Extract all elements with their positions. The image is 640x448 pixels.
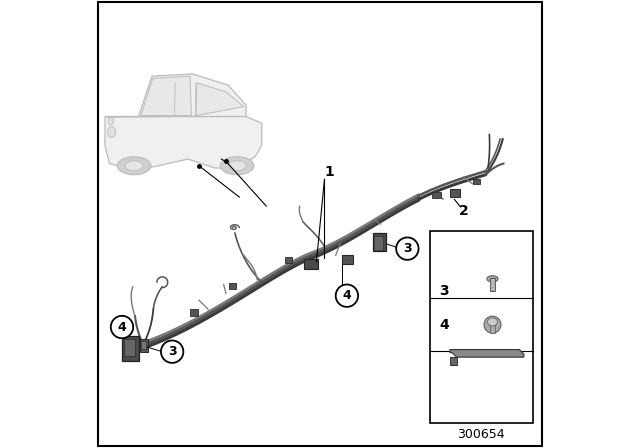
Bar <box>342 255 353 264</box>
Ellipse shape <box>108 127 116 138</box>
Text: 4: 4 <box>342 289 351 302</box>
Text: 1: 1 <box>324 165 334 180</box>
Text: 4: 4 <box>439 318 449 332</box>
Bar <box>124 339 136 356</box>
Bar <box>189 309 198 316</box>
Bar <box>433 192 440 198</box>
Circle shape <box>111 316 133 338</box>
Ellipse shape <box>220 157 254 175</box>
Ellipse shape <box>108 117 113 125</box>
Bar <box>141 341 146 349</box>
Bar <box>229 283 236 289</box>
Circle shape <box>161 340 184 363</box>
Bar <box>373 233 387 251</box>
Bar <box>374 236 383 250</box>
Ellipse shape <box>488 318 497 326</box>
Bar <box>490 325 495 333</box>
Ellipse shape <box>228 161 246 171</box>
Bar <box>305 259 318 269</box>
Text: 3: 3 <box>439 284 449 298</box>
Text: 3: 3 <box>403 242 412 255</box>
Bar <box>490 278 495 291</box>
Bar <box>122 336 139 361</box>
Polygon shape <box>450 357 457 365</box>
Circle shape <box>396 237 419 260</box>
Text: 2: 2 <box>458 203 468 218</box>
Bar <box>285 257 292 263</box>
Bar <box>430 231 532 423</box>
Bar <box>473 178 481 185</box>
Polygon shape <box>141 76 191 116</box>
Text: 300654: 300654 <box>458 428 505 441</box>
Ellipse shape <box>487 276 498 282</box>
Circle shape <box>336 284 358 307</box>
Polygon shape <box>105 116 262 170</box>
Text: 4: 4 <box>118 320 126 334</box>
Polygon shape <box>450 349 524 357</box>
Bar <box>450 189 460 197</box>
Ellipse shape <box>484 316 501 333</box>
Ellipse shape <box>125 161 143 171</box>
Ellipse shape <box>117 157 151 175</box>
Polygon shape <box>196 83 244 116</box>
Bar <box>140 339 148 352</box>
Polygon shape <box>139 74 246 116</box>
Text: 3: 3 <box>168 345 177 358</box>
